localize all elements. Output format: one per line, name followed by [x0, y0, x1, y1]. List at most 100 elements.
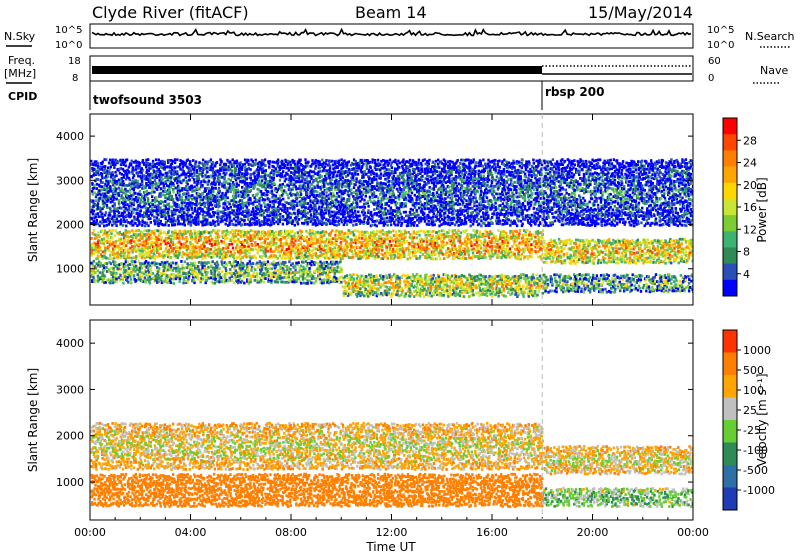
power-cell [558, 280, 561, 284]
power-cell [658, 286, 661, 290]
power-cell [400, 237, 404, 241]
power-cell [656, 280, 659, 283]
power-cell [374, 283, 377, 286]
power-cell [391, 286, 394, 290]
power-cell [638, 241, 642, 244]
power-cell [395, 248, 399, 251]
power-cell [117, 201, 121, 205]
power-cell [404, 294, 407, 298]
power-cell [333, 272, 336, 275]
power-cell [633, 254, 637, 258]
power-cell [130, 267, 133, 270]
power-cell [237, 240, 241, 243]
power-cell [191, 237, 194, 241]
power-cell [639, 246, 642, 250]
power-cell [94, 195, 98, 199]
power-cell [108, 268, 111, 271]
power-cell [593, 280, 596, 284]
power-cell [517, 250, 521, 253]
power-cell [503, 280, 506, 283]
power-cell [608, 241, 611, 244]
power-cell [497, 291, 500, 295]
power-cell [366, 279, 369, 283]
power-cell [472, 254, 475, 258]
power-cell [90, 210, 93, 214]
power-cell [551, 251, 554, 254]
power-cell [317, 270, 320, 274]
power-cell [534, 239, 537, 243]
power-cell [247, 271, 250, 275]
cpid-segment-twofsound: twofsound 3503 [93, 93, 202, 107]
power-cell [118, 171, 122, 175]
power-cell [438, 277, 441, 280]
power-cell [478, 235, 481, 238]
power-cell [96, 280, 100, 283]
power-cell [528, 254, 531, 258]
power-cell [205, 237, 208, 240]
power-cell [455, 235, 458, 239]
power-cell [550, 277, 554, 281]
power-cell [396, 274, 399, 278]
power-cell [135, 164, 138, 168]
power-cell [239, 251, 242, 255]
power-cell [96, 265, 100, 269]
power-cell [128, 214, 131, 218]
power-cell [122, 205, 126, 209]
power-cell [501, 230, 504, 233]
power-cell [143, 241, 146, 245]
nsky-trace [91, 27, 692, 37]
power-cell [389, 236, 392, 239]
power-cell [399, 253, 402, 257]
power-cell [618, 276, 621, 280]
power-cell [200, 276, 203, 280]
power-cell [413, 247, 416, 251]
power-cell [436, 241, 439, 245]
power-cell [643, 238, 646, 242]
power-cell [213, 281, 217, 285]
power-cell [172, 275, 175, 278]
power-cell [145, 239, 148, 242]
power-cell [101, 221, 104, 225]
power-cell [104, 249, 107, 252]
power-cell [439, 249, 443, 253]
power-cell [101, 160, 104, 164]
power-cell [552, 255, 556, 259]
power-cell [300, 234, 304, 238]
power-cell [130, 256, 133, 260]
power-cell [358, 279, 362, 283]
power-cell [605, 244, 609, 248]
power-cell [91, 222, 94, 226]
power-cell [296, 231, 300, 235]
power-cell [128, 178, 131, 182]
power-cell [320, 246, 323, 250]
power-cell [120, 233, 123, 236]
power-cell [355, 277, 359, 280]
power-cell [564, 274, 567, 278]
power-cell [385, 231, 389, 234]
power-cell [191, 242, 195, 246]
power-cell [458, 247, 461, 251]
power-cell [323, 230, 326, 234]
power-cell [545, 257, 548, 261]
power-cell [418, 283, 422, 286]
power-cell [126, 271, 129, 275]
power-cell [540, 240, 543, 244]
power-cell [673, 275, 676, 279]
power-cell [112, 269, 115, 273]
power-cell [126, 238, 129, 242]
power-cell [401, 240, 404, 244]
power-cell [105, 172, 109, 175]
power-cell [567, 289, 570, 293]
power-cell [251, 236, 255, 240]
power-cell [98, 271, 102, 275]
power-cell [103, 192, 107, 196]
power-cell [594, 287, 598, 290]
power-cell [191, 252, 194, 255]
power-cell [603, 260, 606, 264]
power-cell [602, 258, 605, 262]
power-cell [519, 276, 523, 280]
power-cell [506, 287, 509, 290]
power-cell [347, 229, 351, 232]
power-cell [237, 246, 241, 250]
power-cell [309, 244, 312, 248]
